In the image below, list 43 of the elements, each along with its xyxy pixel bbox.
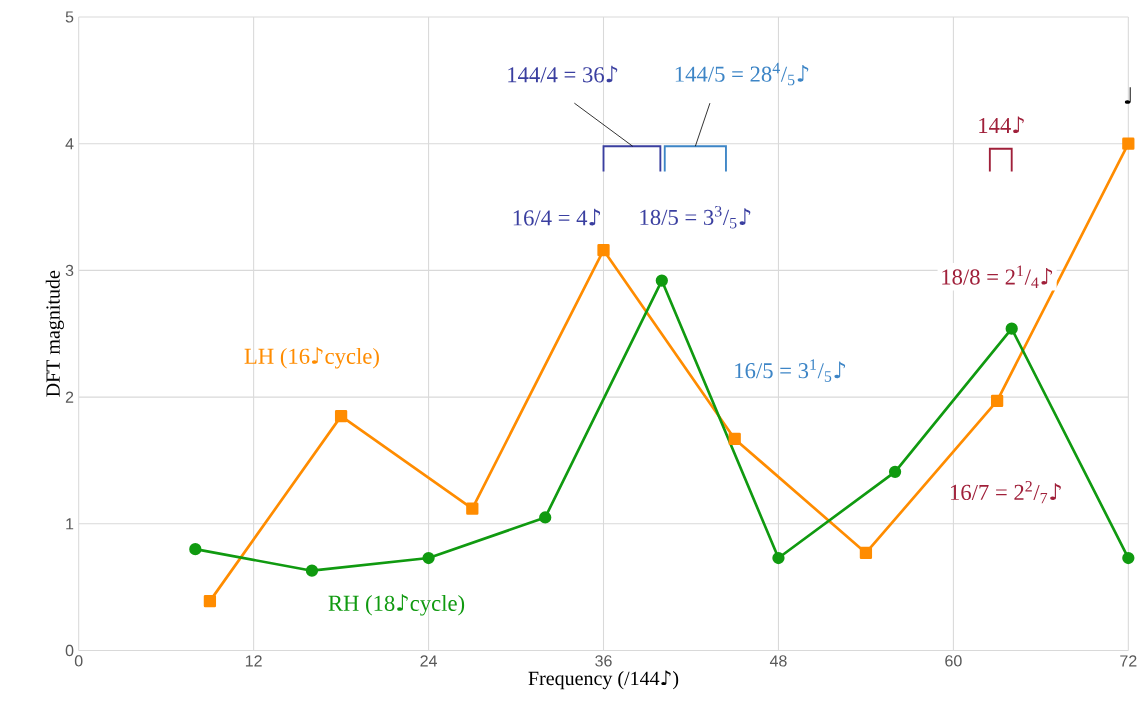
annotation: 16/7 = 2$^{2}$/$_{7}$♪ (950, 480, 1061, 504)
point (728, 432, 741, 445)
point (334, 409, 348, 423)
x-axis-title: Frequency (/144♪) (528, 670, 679, 690)
y-tick-label: 2 (65, 391, 74, 403)
y-tick-label: 4 (65, 138, 74, 150)
y-tick-label: 1 (66, 518, 74, 530)
point (189, 542, 202, 556)
point (203, 594, 217, 608)
annotation: 18/8 = 2$^{1}$/$_{4}$♪ (942, 265, 1053, 288)
y-tick-label: 3 (65, 264, 74, 276)
text: LH (16♪cycle) (244, 347, 379, 369)
y-axis-title: DFT magnitude (45, 270, 64, 397)
point (1122, 551, 1135, 565)
x-tick-label: 24 (420, 655, 437, 667)
y-tick-label: 0 (65, 644, 74, 657)
point (772, 551, 785, 565)
point (990, 394, 1004, 407)
annotation: 144/4 = 36♪ (508, 65, 618, 83)
point (1005, 322, 1018, 335)
point (305, 564, 319, 577)
x-tick-label: 36 (595, 655, 612, 667)
annotation: ♩ (1124, 87, 1131, 104)
x-tick-label: 72 (1120, 655, 1137, 667)
x-tick-label: 60 (945, 655, 962, 667)
x-tick-label: 12 (245, 655, 262, 667)
annotation: 18/5 = 3$^{3}$/$_{5}$♪ (640, 205, 751, 229)
point (655, 274, 668, 287)
x-tick-label: 48 (769, 655, 787, 667)
point (422, 551, 435, 565)
annotation: 144/5 = 28$^{4}$/$_{5}$♪ (675, 62, 809, 86)
point (597, 243, 610, 257)
point (1122, 137, 1135, 150)
point (888, 465, 902, 478)
point (539, 511, 552, 524)
point (859, 546, 873, 559)
series-label: RH (18♪cycle) (328, 594, 465, 616)
annotation: 144♪ (979, 116, 1024, 133)
annotation: 16/5 = 3$^{1}$/$_{5}$♪ (735, 359, 846, 382)
point (466, 502, 479, 515)
x-tick-label: 0 (74, 655, 83, 667)
y-tick-label: 5 (65, 11, 74, 23)
annotation: 16/4 = 4♪ (513, 208, 601, 226)
